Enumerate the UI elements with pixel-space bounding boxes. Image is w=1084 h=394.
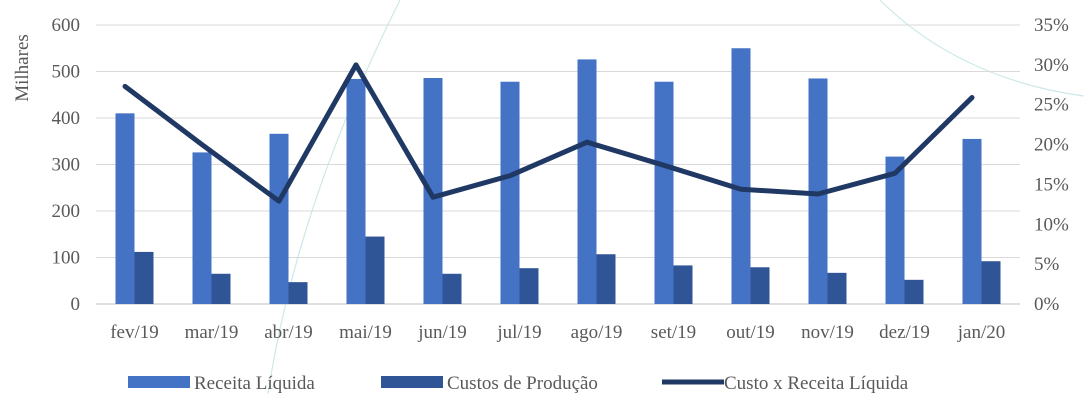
y2-tick-label: 20% bbox=[1034, 135, 1069, 156]
y-axis-title: Milhares bbox=[12, 34, 33, 102]
y2-tick-label: 5% bbox=[1034, 254, 1060, 275]
bar-receita bbox=[885, 156, 905, 304]
y-tick-label: 600 bbox=[52, 15, 81, 36]
legend: Receita Líquida Custos de Produção Custo x… bbox=[128, 373, 909, 394]
bar-custos bbox=[365, 236, 385, 304]
y-tick-label: 0 bbox=[71, 294, 81, 315]
bar-custos bbox=[134, 251, 154, 304]
x-tick-label: mar/19 bbox=[185, 322, 239, 343]
x-tick-label: ago/19 bbox=[571, 322, 623, 343]
bar-custos bbox=[288, 282, 308, 304]
x-tick-label: out/19 bbox=[726, 322, 775, 343]
x-tick-label: dez/19 bbox=[879, 322, 930, 343]
bar-custos bbox=[519, 268, 539, 304]
bar-custos bbox=[750, 267, 770, 304]
legend-label: Custos de Produção bbox=[447, 373, 598, 394]
x-tick-label: jul/19 bbox=[496, 322, 541, 343]
bar-custos bbox=[904, 279, 924, 304]
bar-custos bbox=[211, 273, 231, 304]
y-tick-label: 200 bbox=[52, 201, 81, 222]
ratio-line bbox=[122, 62, 975, 204]
x-tick-label: nov/19 bbox=[801, 322, 854, 343]
y2-tick-label: 10% bbox=[1034, 214, 1069, 235]
x-tick-label: mai/19 bbox=[339, 322, 392, 343]
y-tick-label: 100 bbox=[52, 248, 81, 269]
gridlines bbox=[96, 24, 1020, 305]
x-tick-label: abr/19 bbox=[264, 322, 313, 343]
bar-receita bbox=[577, 59, 597, 304]
bar-receita bbox=[500, 81, 520, 304]
bar-receita bbox=[731, 48, 751, 304]
y2-tick-label: 30% bbox=[1034, 55, 1069, 76]
bar-receita bbox=[654, 81, 674, 304]
x-tick-label: set/19 bbox=[651, 322, 696, 343]
y-axis-left-ticks: 0 100 200 300 400 500 600 bbox=[52, 15, 81, 315]
bar-receita bbox=[808, 78, 828, 304]
series-line-custo-receita bbox=[122, 62, 975, 204]
bar-receita bbox=[346, 78, 366, 304]
bar-custos bbox=[827, 272, 847, 304]
bar-custos bbox=[673, 265, 693, 304]
bars bbox=[115, 48, 1001, 304]
y-tick-label: 500 bbox=[52, 62, 81, 83]
legend-label: Receita Líquida bbox=[194, 373, 315, 394]
decorative-background-arcs bbox=[267, 0, 1084, 394]
y2-tick-label: 35% bbox=[1034, 15, 1069, 36]
y2-tick-label: 25% bbox=[1034, 95, 1069, 116]
y-axis-right-ticks: 0% 5% 10% 15% 20% 25% 30% 35% bbox=[1034, 15, 1069, 315]
bar-custos bbox=[981, 261, 1001, 304]
legend-label: Custo x Receita Líquida bbox=[724, 373, 909, 394]
x-axis-ticks: fev/19 mar/19 abr/19 mai/19 jun/19 jul/19 ago/… bbox=[110, 322, 1005, 343]
bar-custos bbox=[596, 254, 616, 304]
x-tick-label: jan/20 bbox=[957, 322, 1006, 343]
y2-tick-label: 15% bbox=[1034, 174, 1069, 195]
y-tick-label: 300 bbox=[52, 155, 81, 176]
legend-swatch bbox=[128, 376, 190, 388]
bar-custos bbox=[442, 273, 462, 304]
bar-receita bbox=[115, 113, 135, 304]
y2-tick-label: 0% bbox=[1034, 294, 1060, 315]
bar-receita bbox=[269, 133, 289, 304]
x-tick-label: fev/19 bbox=[110, 322, 159, 343]
bar-receita bbox=[423, 78, 443, 304]
legend-swatch bbox=[381, 376, 443, 388]
bar-receita bbox=[962, 138, 982, 304]
bar-receita bbox=[192, 152, 212, 304]
x-tick-label: jun/19 bbox=[417, 322, 467, 343]
y-tick-label: 400 bbox=[52, 108, 81, 129]
